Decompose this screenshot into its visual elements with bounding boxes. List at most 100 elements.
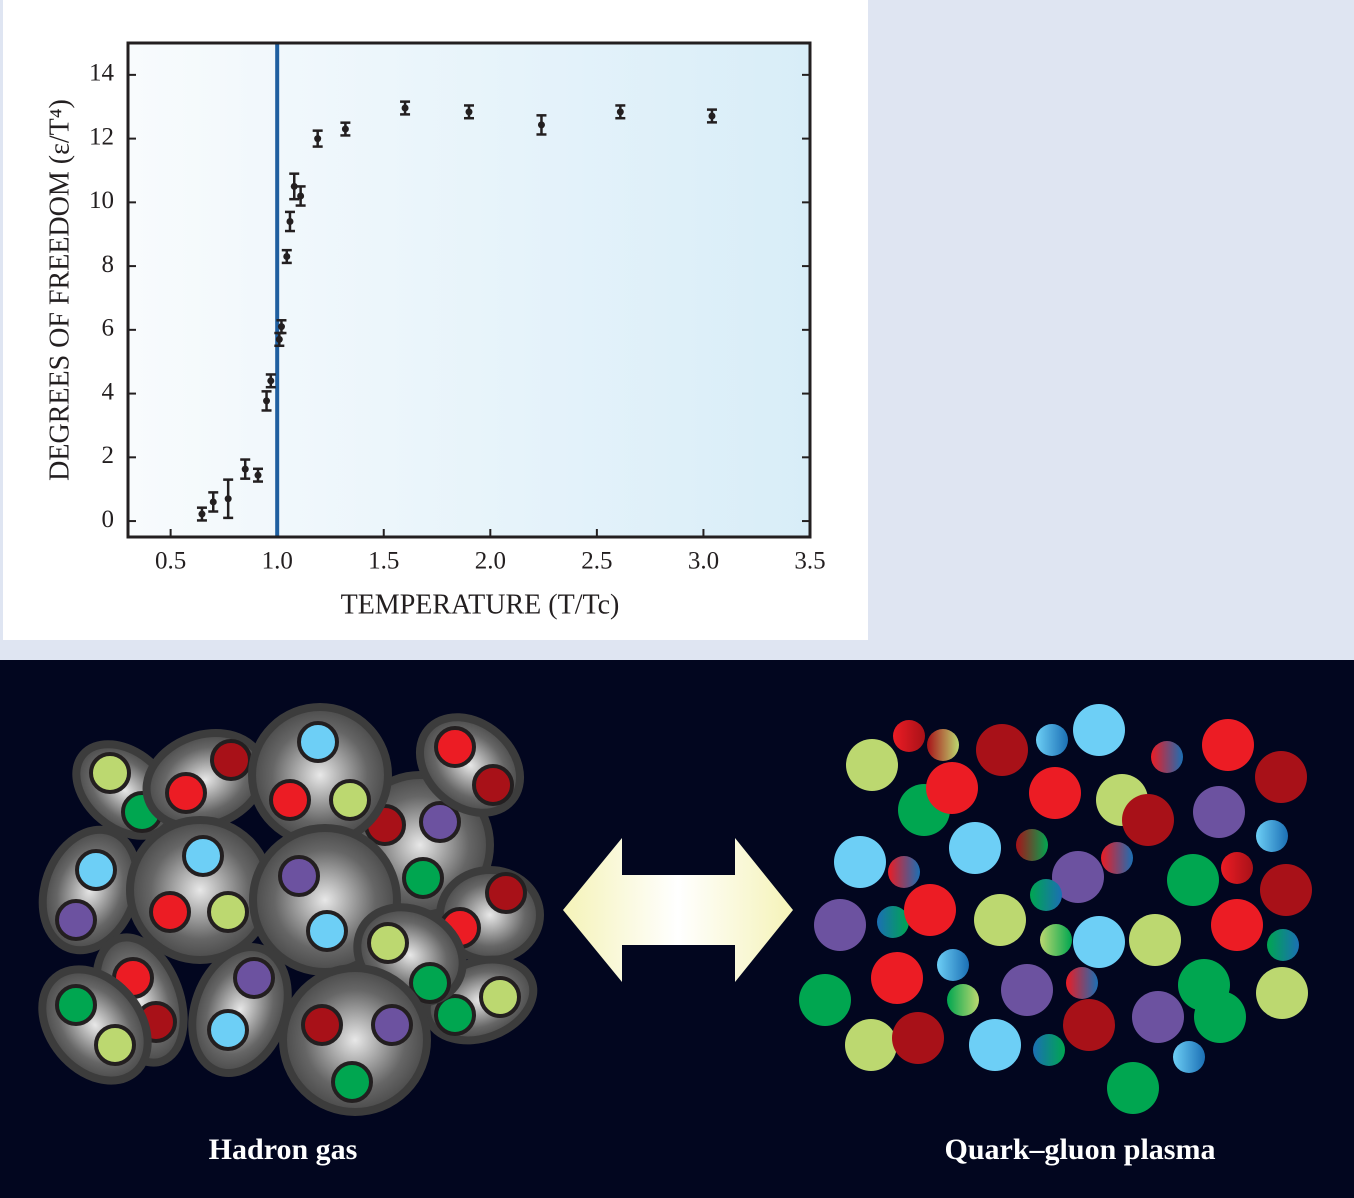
free-quark: [1073, 916, 1125, 968]
free-quark: [845, 1019, 897, 1071]
data-point: [465, 108, 473, 116]
hadron-gas-label: Hadron gas: [209, 1133, 358, 1166]
quark: [269, 779, 311, 821]
gluon: [877, 906, 909, 938]
quark: [55, 984, 97, 1026]
data-point: [263, 397, 271, 405]
free-quark: [1107, 1062, 1159, 1114]
gluon: [888, 856, 920, 888]
free-quark: [1193, 786, 1245, 838]
gluon: [937, 949, 969, 981]
y-tick-label: 14: [89, 60, 115, 87]
data-point: [616, 108, 624, 116]
gluon: [1267, 929, 1299, 961]
gluon: [1033, 1034, 1065, 1066]
free-quark: [1029, 767, 1081, 819]
free-quark: [1256, 967, 1308, 1019]
data-point: [277, 323, 285, 331]
quark: [331, 1061, 373, 1103]
y-tick-label: 4: [102, 378, 115, 405]
gluon: [1256, 820, 1288, 852]
free-quark: [1194, 991, 1246, 1043]
free-quark: [1129, 914, 1181, 966]
free-quark: [1260, 864, 1312, 916]
gluon: [927, 729, 959, 761]
quark: [149, 891, 191, 933]
plot-area: [128, 43, 810, 537]
plot-frame: [126, 41, 812, 539]
data-point: [297, 192, 305, 200]
quark: [182, 835, 224, 877]
quark: [207, 891, 249, 933]
data-point: [283, 253, 291, 261]
y-tick-label: 8: [102, 251, 115, 278]
gluon: [1221, 852, 1253, 884]
y-tick-label: 10: [89, 187, 114, 214]
quark: [371, 1004, 413, 1046]
y-axis-label: DEGREES OF FREEDOM (ε/T⁴): [44, 99, 75, 481]
gluon: [1030, 879, 1062, 911]
free-quark: [834, 836, 886, 888]
free-quark: [1073, 704, 1125, 756]
data-point: [254, 471, 262, 479]
data-point: [401, 104, 409, 112]
y-tick-label: 6: [102, 315, 115, 342]
quark: [165, 772, 207, 814]
data-point: [286, 217, 294, 225]
data-point: [275, 335, 283, 343]
quark: [419, 801, 461, 843]
quark: [301, 1004, 343, 1046]
quark: [402, 857, 444, 899]
quark: [434, 726, 476, 768]
free-quark: [926, 762, 978, 814]
gluon: [947, 984, 979, 1016]
free-quark: [799, 974, 851, 1026]
x-tick-label: 1.0: [262, 548, 293, 575]
free-quark: [949, 822, 1001, 874]
quark: [233, 957, 275, 999]
free-quark: [1052, 851, 1104, 903]
quark: [434, 994, 476, 1036]
gluon: [1151, 741, 1183, 773]
quark: [472, 764, 514, 806]
data-point: [708, 112, 716, 120]
free-quark: [1063, 999, 1115, 1051]
data-point: [314, 135, 322, 143]
gluon: [1066, 967, 1098, 999]
free-quark: [871, 952, 923, 1004]
gluon: [1040, 924, 1072, 956]
x-axis-label: TEMPERATURE (T/Tc): [341, 589, 620, 620]
gluon: [1016, 829, 1048, 861]
gluon: [1101, 842, 1133, 874]
free-quark: [1202, 719, 1254, 771]
gluon: [893, 720, 925, 752]
data-point: [198, 510, 206, 518]
free-quark: [1255, 751, 1307, 803]
qgp-label: Quark–gluon plasma: [945, 1133, 1216, 1166]
quark: [329, 779, 371, 821]
data-point: [241, 465, 249, 473]
data-point: [224, 495, 232, 503]
data-point: [341, 125, 349, 133]
data-point: [267, 377, 275, 385]
quark: [409, 962, 451, 1004]
data-point: [537, 121, 545, 129]
x-tick-label: 0.5: [155, 548, 186, 575]
free-quark: [892, 1012, 944, 1064]
gluon: [1036, 724, 1068, 756]
y-tick-label: 12: [89, 123, 114, 150]
y-tick-label: 2: [102, 442, 115, 469]
free-quark: [904, 884, 956, 936]
data-point: [209, 498, 217, 506]
quark: [94, 1024, 136, 1066]
x-tick-label: 3.0: [688, 548, 719, 575]
x-tick-label: 1.5: [368, 548, 399, 575]
x-tick-label: 2.5: [581, 548, 612, 575]
quark: [297, 721, 339, 763]
quark: [485, 872, 527, 914]
quark: [55, 899, 97, 941]
free-quark: [814, 899, 866, 951]
quark: [306, 910, 348, 952]
quark: [278, 855, 320, 897]
double-arrow: [563, 838, 793, 982]
